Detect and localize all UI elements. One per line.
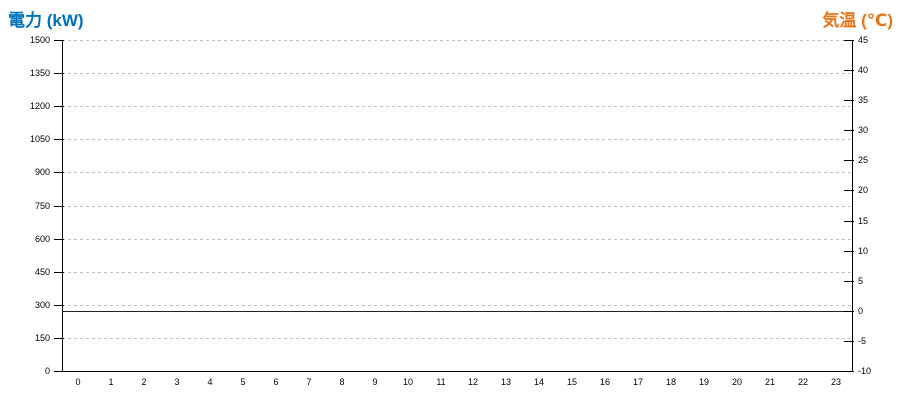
x-axis-tick-label: 10 (402, 377, 413, 387)
x-axis-tick-label: 17 (632, 377, 643, 387)
gridline (62, 206, 852, 207)
left-axis-tick (54, 73, 64, 74)
right-axis-tick (844, 40, 854, 41)
right-axis-line (852, 40, 853, 372)
right-axis-tick (844, 221, 854, 222)
x-axis-tick-label: 4 (207, 377, 213, 387)
right-axis-tick-label: -5 (858, 336, 867, 346)
right-axis-tick-label: 30 (858, 125, 869, 135)
left-axis-tick-label: 900 (34, 167, 50, 177)
x-axis-tick-label: 6 (273, 377, 279, 387)
right-axis-tick (844, 311, 854, 312)
x-axis-tick-label: 15 (566, 377, 577, 387)
left-axis-tick-label: 1050 (29, 134, 50, 144)
left-axis-tick-label: 150 (34, 333, 50, 343)
right-axis-tick-label: 35 (858, 95, 869, 105)
x-axis-tick-label: 19 (698, 377, 709, 387)
left-axis-tick (54, 371, 64, 372)
right-axis-tick-label: 25 (858, 155, 869, 165)
gridline (62, 172, 852, 173)
x-axis-tick-label: 1 (108, 377, 114, 387)
left-axis-tick (54, 172, 64, 173)
gridline (62, 305, 852, 306)
power-axis-title: 電力 (kW) (8, 11, 84, 30)
left-axis-tick (54, 206, 64, 207)
gridline (62, 239, 852, 240)
right-axis-tick (844, 281, 854, 282)
x-axis-tick-label: 22 (797, 377, 808, 387)
gridline (62, 338, 852, 339)
x-axis-tick-label: 23 (830, 377, 841, 387)
left-axis-tick-label: 1350 (29, 68, 50, 78)
right-axis-tick-label: 15 (858, 216, 869, 226)
left-axis-tick (54, 106, 64, 107)
left-axis-tick (54, 139, 64, 140)
right-axis-tick (844, 160, 854, 161)
temperature-axis-title: 気温 (℃) (822, 11, 893, 30)
right-axis-tick-label: 40 (858, 65, 869, 75)
left-axis-tick (54, 40, 64, 41)
left-axis-tick (54, 239, 64, 240)
left-axis-tick-label: 450 (34, 267, 50, 277)
x-axis-tick-label: 5 (240, 377, 246, 387)
right-axis-tick-label: 10 (858, 246, 869, 256)
x-axis-tick-label: 8 (339, 377, 345, 387)
left-axis-tick (54, 305, 64, 306)
right-axis-tick-label: 20 (858, 185, 869, 195)
left-axis-tick-label: 1500 (29, 35, 50, 45)
left-axis-tick-label: 0 (44, 366, 50, 376)
gridline (62, 106, 852, 107)
x-axis-tick-label: 3 (174, 377, 180, 387)
x-axis-tick-label: 20 (731, 377, 742, 387)
right-axis-tick (844, 190, 854, 191)
x-axis-tick-label: 2 (141, 377, 147, 387)
right-axis-tick-label: 45 (858, 35, 869, 45)
right-axis-tick (844, 130, 854, 131)
left-axis-tick-label: 1200 (29, 101, 50, 111)
gridline (62, 73, 852, 74)
right-axis-tick-label: 0 (858, 306, 864, 316)
x-axis-tick-label: 14 (533, 377, 544, 387)
x-axis-tick-label: 9 (372, 377, 378, 387)
x-axis-tick-label: 13 (500, 377, 511, 387)
x-axis-tick-label: 7 (306, 377, 312, 387)
right-axis-tick-label: 5 (858, 276, 864, 286)
right-axis-tick-label: -10 (858, 366, 872, 376)
left-axis-tick-label: 300 (34, 300, 50, 310)
x-axis-tick-label: 21 (764, 377, 775, 387)
right-axis-tick (844, 100, 854, 101)
x-axis-tick-label: 12 (467, 377, 478, 387)
x-axis-tick-label: 11 (436, 377, 446, 387)
gridline (62, 40, 852, 41)
gridline (62, 139, 852, 140)
x-axis-tick-label: 16 (599, 377, 610, 387)
right-axis-tick (844, 371, 854, 372)
left-axis-tick-label: 750 (34, 201, 50, 211)
left-axis-tick (54, 338, 64, 339)
right-axis-tick (844, 341, 854, 342)
gridline (62, 272, 852, 273)
x-axis-line (62, 371, 853, 372)
right-axis-tick (844, 251, 854, 252)
x-axis-tick-label: 18 (665, 377, 676, 387)
right-axis-tick (844, 70, 854, 71)
left-axis-tick (54, 272, 64, 273)
x-axis-tick-label: 0 (75, 377, 81, 387)
left-axis-tick-label: 600 (34, 234, 50, 244)
temperature-zero-line (62, 311, 853, 312)
